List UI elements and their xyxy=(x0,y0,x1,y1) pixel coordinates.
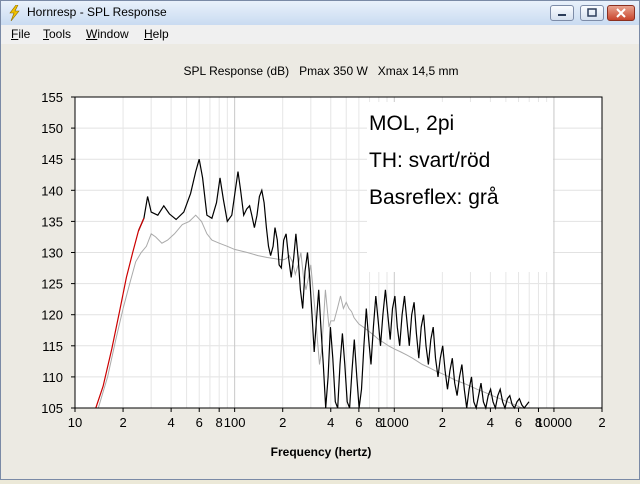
x-tick-label: 6 xyxy=(515,415,522,430)
y-tick-label: 130 xyxy=(41,246,63,261)
title-bar[interactable]: Hornresp - SPL Response xyxy=(1,1,639,26)
menu-window-label: indow xyxy=(97,27,129,41)
x-tick-label: 2 xyxy=(279,415,286,430)
chart-area: SPL Response (dB) Pmax 350 W Xmax 14,5 m… xyxy=(1,44,639,479)
x-tick-label: 6 xyxy=(196,415,203,430)
x-tick-label: 10000 xyxy=(536,415,572,430)
menu-window-mnemonic: W xyxy=(86,27,98,41)
maximize-button[interactable] xyxy=(580,5,604,21)
menu-tools[interactable]: Tools xyxy=(43,27,71,41)
y-tick-label: 110 xyxy=(42,370,63,385)
x-tick-label: 8 xyxy=(535,415,542,430)
close-button[interactable] xyxy=(607,5,635,21)
hornresp-app-icon[interactable] xyxy=(7,5,21,21)
menu-help[interactable]: Help xyxy=(144,27,169,41)
maximize-icon xyxy=(587,8,597,17)
series-th-lowfreq-line xyxy=(95,218,145,409)
spl-response-chart: SPL Response (dB) Pmax 350 W Xmax 14,5 m… xyxy=(41,64,606,459)
x-tick-label: 100 xyxy=(224,415,246,430)
x-tick-label: 4 xyxy=(167,415,174,430)
y-tick-label: 145 xyxy=(41,152,63,167)
menu-file[interactable]: File xyxy=(11,27,30,41)
menu-file-mnemonic: F xyxy=(11,27,19,41)
y-tick-label: 125 xyxy=(41,277,63,292)
menu-window[interactable]: Window xyxy=(86,27,129,41)
y-tick-label: 105 xyxy=(41,401,63,416)
minimize-button[interactable] xyxy=(550,5,574,21)
x-tick-label: 4 xyxy=(327,415,334,430)
menu-tools-mnemonic: T xyxy=(43,27,49,41)
menu-tools-label: ools xyxy=(49,27,72,41)
y-tick-label: 155 xyxy=(41,90,63,105)
series-group xyxy=(95,159,530,411)
chart-title: SPL Response (dB) Pmax 350 W Xmax 14,5 m… xyxy=(184,64,459,78)
y-axis-ticks: 105 110 115 120 125 130 135 140 145 150 155 xyxy=(41,90,75,416)
x-tick-label: 6 xyxy=(355,415,362,430)
x-tick-label: 10 xyxy=(68,415,82,430)
menu-file-label: ile xyxy=(18,27,31,41)
series-th-line xyxy=(137,159,530,411)
menu-help-label: elp xyxy=(152,27,169,41)
y-tick-label: 150 xyxy=(41,121,63,136)
x-tick-label: 8 xyxy=(375,415,382,430)
annotations: MOL, 2pi TH: svart/röd Basreflex: grå xyxy=(369,112,499,209)
close-icon xyxy=(616,8,626,18)
x-tick-label: 2 xyxy=(119,415,126,430)
x-tick-label: 4 xyxy=(487,415,494,430)
x-tick-label: 2 xyxy=(598,415,605,430)
y-tick-label: 135 xyxy=(41,214,63,229)
x-tick-label: 1000 xyxy=(380,415,409,430)
y-tick-label: 120 xyxy=(41,308,63,323)
y-tick-label: 140 xyxy=(41,183,63,198)
menu-help-mnemonic: H xyxy=(144,27,153,41)
annotation-box xyxy=(367,102,553,272)
y-tick-label: 115 xyxy=(42,339,63,354)
annotation-text: TH: svart/röd xyxy=(369,149,490,172)
window-title: Hornresp - SPL Response xyxy=(27,5,167,19)
minimize-icon xyxy=(558,14,566,16)
annotation-text: MOL, 2pi xyxy=(369,112,454,135)
annotation-text: Basreflex: grå xyxy=(369,186,499,209)
series-basreflex-line xyxy=(97,214,523,409)
x-tick-label: 8 xyxy=(216,415,223,430)
x-axis-label: Frequency (hertz) xyxy=(271,445,372,459)
menu-bar: File Tools Window Help xyxy=(1,25,639,44)
x-tick-label: 2 xyxy=(439,415,446,430)
